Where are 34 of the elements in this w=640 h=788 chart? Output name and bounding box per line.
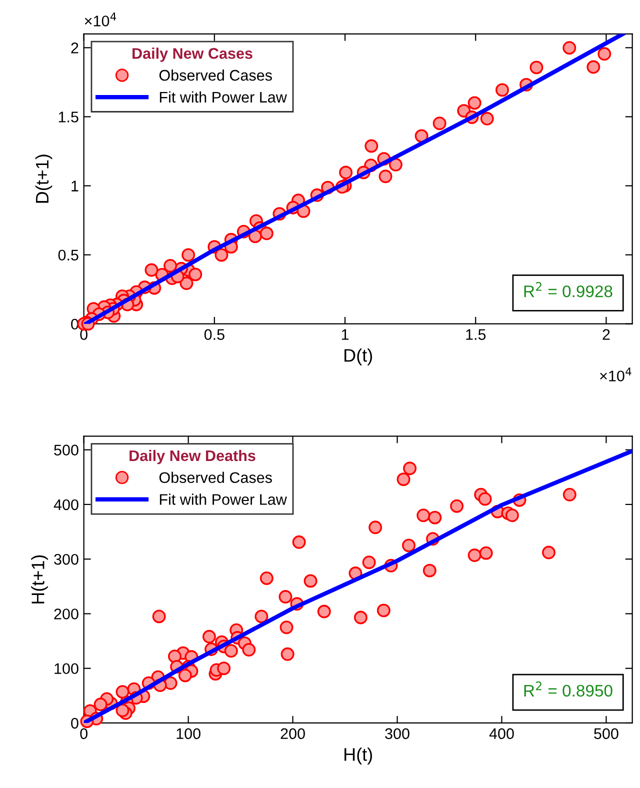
x-tick-label: 0 [80,728,88,740]
x-tick-label: 100 [176,728,200,740]
legend-title: Daily New Deaths [130,450,256,464]
text: ×10$^{4}$ [84,12,116,26]
y-tick-label: 400 [54,499,78,510]
legend-title: Daily New Cases [132,48,252,62]
annotation: R$^{2}$ = 0.9928 [524,282,612,298]
y-tick-label: 1.5 [58,112,78,122]
annotation: R$^{2}$ = 0.8950 [524,681,612,697]
x-tick-label: 500 [594,728,618,740]
x-axis-title: H(t) [344,748,372,764]
y-axis-title: D(t+1) [35,154,52,203]
y-axis-title: H(t+1) [31,555,48,604]
x-tick-label: 200 [280,728,305,740]
y-tick-label: 2 [71,42,78,54]
y-tick-label: 1 [72,180,78,192]
y-tick-label: 200 [54,608,78,620]
y-tick-label: 300 [54,554,78,565]
x-tick-label: 1 [342,329,349,340]
x-tick-label: 300 [385,728,410,740]
x-tick-label: 400 [489,728,514,740]
legend-label: Fit with Power Law [160,494,287,505]
y-tick-label: 0 [71,718,78,729]
y-tick-label: 500 [54,444,78,456]
x-axis-title: D(t) [344,348,372,366]
text: ×10$^{4}$ [600,368,632,382]
x-tick-label: 2 [602,329,610,340]
y-tick-label: 0.5 [58,250,78,261]
legend-label: Fit with Power Law [160,91,287,103]
x-tick-label: 0.5 [204,329,224,340]
legend-label: Observed Cases [159,472,272,484]
x-tick-label: 1.5 [466,329,486,340]
legend-label: Observed Cases [159,70,272,81]
y-tick-label: 100 [54,663,78,674]
